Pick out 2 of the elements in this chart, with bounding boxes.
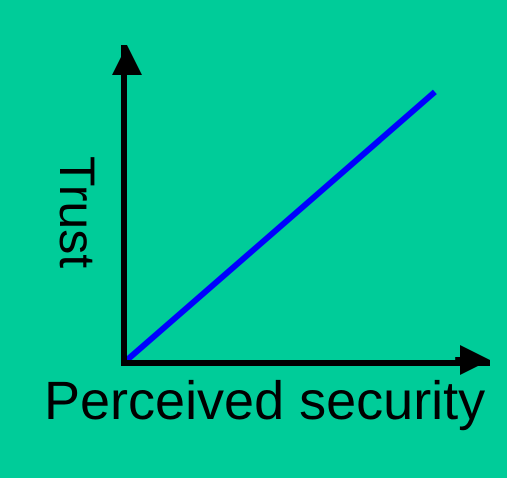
y-axis-title: Trust (48, 156, 105, 268)
x-axis-title: Perceived security (44, 371, 486, 431)
